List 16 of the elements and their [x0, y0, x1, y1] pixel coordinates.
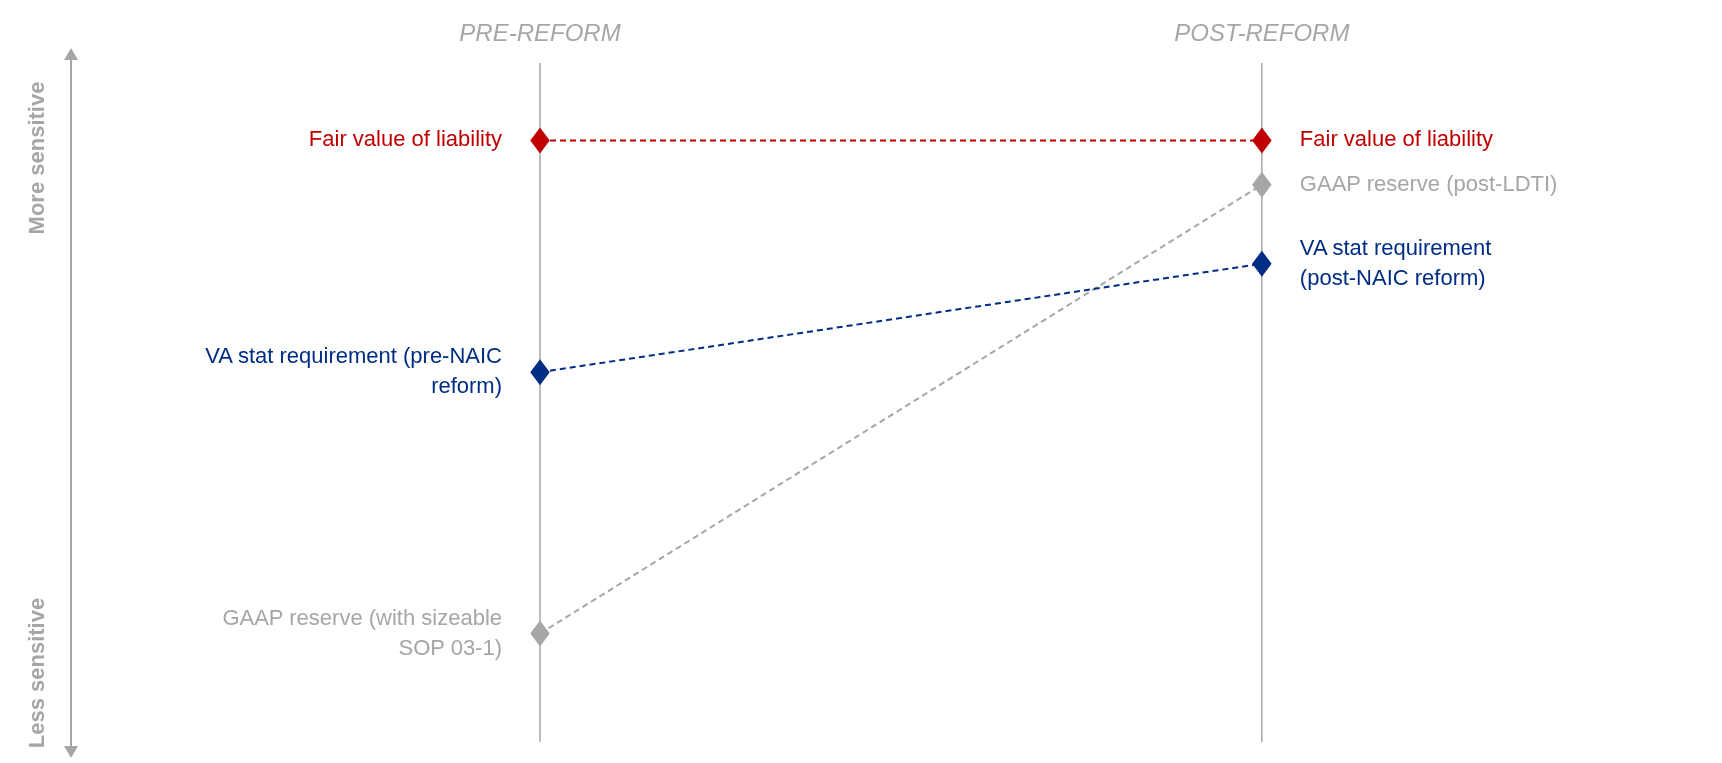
annotation: VA stat requirement (pre-NAIC reform) — [205, 342, 503, 398]
point — [1252, 127, 1272, 154]
text: More sensitive — [23, 81, 49, 235]
annotation: GAAP reserve (with sizeable SOP 03-1) — [222, 604, 503, 660]
point — [530, 620, 550, 647]
x-tick-label: PRE-REFORM — [459, 19, 621, 46]
annotation: Fair value of liability — [308, 126, 503, 152]
point — [530, 359, 550, 386]
point — [1252, 250, 1272, 277]
annotation: Fair value of liability — [1299, 126, 1494, 152]
text: Less sensitive — [23, 597, 49, 749]
point — [530, 127, 550, 154]
annotation: GAAP reserve (post-LDTI) — [1299, 170, 1558, 196]
annotation: VA stat requirement (post-NAIC reform) — [1299, 234, 1492, 290]
point — [1252, 171, 1272, 198]
x-tick-label: POST-REFORM — [1174, 19, 1350, 46]
